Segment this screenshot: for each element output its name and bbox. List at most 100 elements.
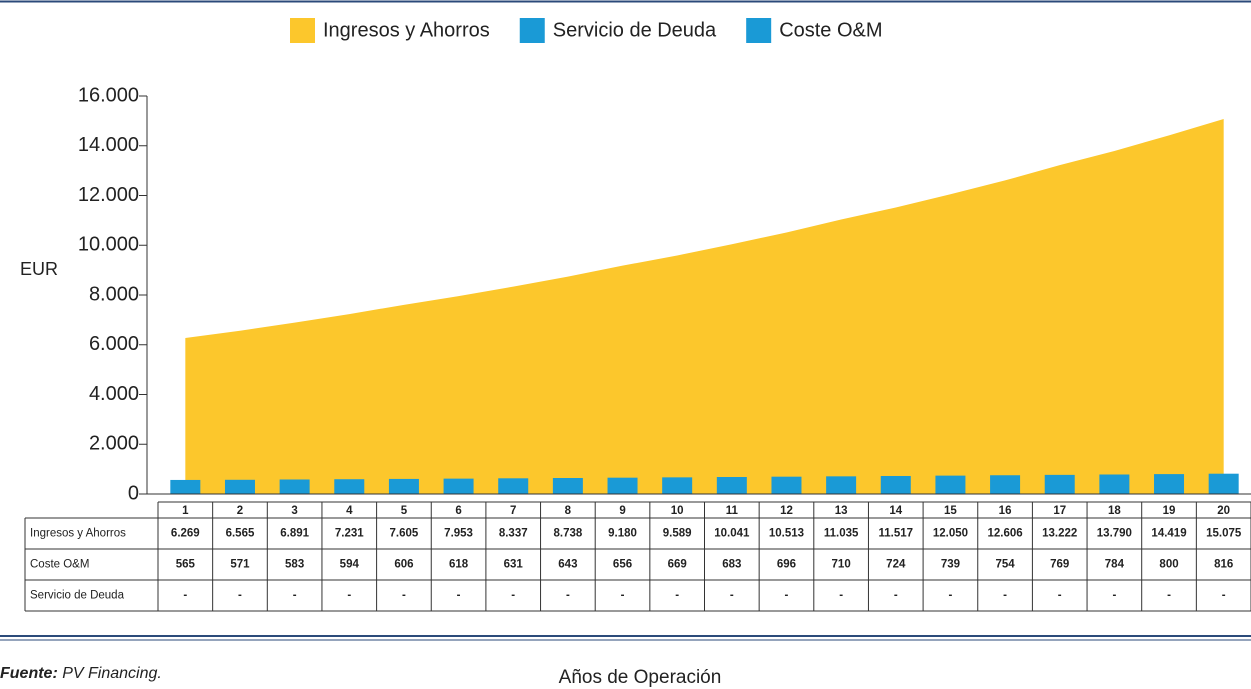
table-value: 15.075	[1206, 528, 1242, 540]
x-tick-label: 19	[1163, 505, 1176, 517]
x-tick-label: 2	[237, 505, 243, 517]
table-value: 7.605	[390, 528, 419, 540]
area	[185, 119, 1224, 495]
table-value: 13.790	[1097, 528, 1132, 540]
table-value: -	[675, 590, 679, 602]
table-value: 583	[285, 559, 304, 571]
y-tick-label: 12.000	[78, 184, 139, 206]
x-tick-label: 13	[835, 505, 848, 517]
bar	[170, 479, 201, 494]
x-tick-label: 12	[780, 505, 793, 517]
table-value: -	[1167, 590, 1171, 602]
table-value: 571	[230, 559, 250, 571]
table-value: -	[238, 590, 242, 602]
x-tick-label: 18	[1108, 505, 1121, 517]
y-tick-label: 10.000	[78, 234, 139, 256]
bar	[826, 476, 857, 494]
x-tick-label: 20	[1217, 505, 1230, 517]
x-tick-label: 9	[619, 505, 625, 517]
table-value: -	[785, 590, 789, 602]
table-value: -	[402, 590, 406, 602]
table-value: -	[1058, 590, 1062, 602]
legend-swatch	[290, 18, 315, 43]
table-value: 710	[832, 559, 851, 571]
bar	[552, 478, 583, 494]
legend-label: Servicio de Deuda	[553, 19, 717, 41]
x-tick-label: 8	[565, 505, 572, 517]
table-value: 631	[504, 559, 524, 571]
table-value: 656	[613, 559, 632, 571]
x-tick-label: 4	[346, 505, 353, 517]
table-value: -	[1003, 590, 1007, 602]
legend-label: Coste O&M	[779, 19, 882, 41]
x-tick-label: 17	[1053, 505, 1066, 517]
bar	[607, 477, 638, 494]
table-value: 754	[995, 559, 1015, 571]
bar	[935, 475, 966, 494]
x-axis-label: Años de Operación	[559, 667, 722, 688]
table-value: 565	[176, 559, 196, 571]
y-tick-label: 6.000	[89, 333, 139, 355]
x-tick-label: 3	[291, 505, 297, 517]
table-value: 8.337	[499, 528, 528, 540]
bar	[662, 477, 693, 494]
y-tick-label: 8.000	[89, 283, 139, 305]
table-value: 10.513	[769, 528, 804, 540]
source-label: Fuente:	[0, 665, 58, 682]
legend-label: Ingresos y Ahorros	[323, 19, 490, 41]
x-tick-label: 5	[401, 505, 408, 517]
table-value: -	[457, 590, 461, 602]
x-tick-label: 7	[510, 505, 516, 517]
table-value: -	[347, 590, 351, 602]
table-value: -	[730, 590, 734, 602]
source-text: PV Financing.	[62, 665, 162, 682]
table-value: 769	[1050, 559, 1069, 571]
table-value: -	[621, 590, 625, 602]
table-value: 8.738	[553, 528, 582, 540]
y-tick-label: 14.000	[78, 134, 139, 156]
bar	[1099, 474, 1130, 494]
x-tick-label: 1	[182, 505, 189, 517]
legend-swatch	[519, 18, 545, 43]
table-value: 643	[558, 559, 577, 571]
bar	[771, 476, 802, 494]
bar	[279, 479, 310, 494]
bar	[224, 479, 255, 494]
source: Fuente: PV Financing.	[0, 665, 162, 682]
bar	[388, 478, 419, 494]
row-label: Coste O&M	[30, 559, 89, 571]
y-tick-label: 2.000	[89, 433, 139, 455]
row-label: Servicio de Deuda	[30, 590, 125, 602]
table-value: 784	[1105, 559, 1125, 571]
table-value: 12.606	[987, 528, 1022, 540]
bar	[1044, 474, 1075, 494]
table-value: 6.891	[280, 528, 309, 540]
table-value: 14.419	[1151, 528, 1186, 540]
bar	[334, 479, 365, 494]
table-value: -	[183, 590, 187, 602]
y-tick-label: 4.000	[89, 383, 139, 405]
table-value: 724	[886, 559, 906, 571]
table-value: -	[949, 590, 953, 602]
x-tick-label: 10	[671, 505, 684, 517]
table-value: -	[293, 590, 297, 602]
table-value: 11.035	[824, 528, 859, 540]
table-value: 618	[449, 559, 469, 571]
table-value: 606	[394, 559, 413, 571]
x-tick-label: 15	[944, 505, 957, 517]
table-value: 696	[777, 559, 796, 571]
legend-swatch	[746, 18, 772, 43]
table-value: -	[1222, 590, 1226, 602]
table-value: 9.180	[608, 528, 637, 540]
x-tick-label: 6	[455, 505, 461, 517]
x-tick-label: 16	[999, 505, 1012, 517]
table-value: 739	[941, 559, 960, 571]
table-value: -	[1112, 590, 1116, 602]
table-value: 7.953	[444, 528, 473, 540]
y-tick-label: 0	[128, 482, 139, 504]
row-label: Ingresos y Ahorros	[30, 528, 126, 540]
bar	[498, 478, 529, 494]
table-value: -	[511, 590, 515, 602]
